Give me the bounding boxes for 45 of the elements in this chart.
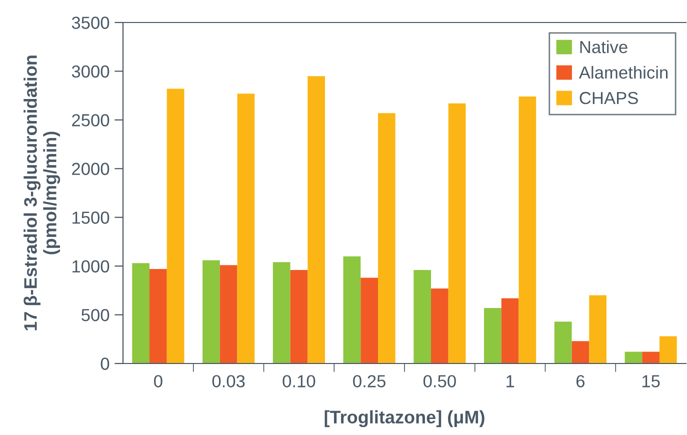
x-tick-label: 0.10 xyxy=(282,375,316,388)
bar xyxy=(360,278,378,364)
legend-label: CHAPS xyxy=(580,92,638,104)
bar xyxy=(378,113,396,364)
bar xyxy=(518,96,536,364)
x-tick-label: 0.03 xyxy=(212,375,245,388)
bar xyxy=(290,270,308,364)
legend-label: Native xyxy=(580,40,628,54)
y-tick-label: 1000 xyxy=(72,260,110,273)
y-axis-title: 17 β-Estradiol 3-glucuronidation (pmol/mg/min) xyxy=(24,56,60,330)
bar xyxy=(166,88,184,364)
bar xyxy=(484,308,502,364)
x-tick-label: 6 xyxy=(576,375,584,388)
x-tick-label: 1 xyxy=(506,375,514,388)
y-tick-label: 2500 xyxy=(72,114,110,126)
y-tick-label: 2000 xyxy=(72,162,110,176)
legend-label: Alamethicin xyxy=(578,66,668,79)
bar xyxy=(202,260,220,364)
bar xyxy=(659,336,677,364)
bar xyxy=(308,76,325,364)
bar xyxy=(132,263,150,364)
bar xyxy=(501,298,519,364)
x-tick-label: 0 xyxy=(154,375,162,388)
bar xyxy=(220,265,238,364)
bar xyxy=(572,341,590,364)
bar xyxy=(414,270,432,364)
bar xyxy=(448,103,466,364)
y-tick-label: 500 xyxy=(82,308,110,322)
bar xyxy=(343,256,361,364)
x-tick-label: 15 xyxy=(642,375,660,388)
y-tick-label: 1500 xyxy=(72,212,110,224)
x-axis-title: [Troglitazone] (μM) xyxy=(324,410,484,428)
bar xyxy=(554,322,572,364)
x-tick-label: 0.50 xyxy=(423,375,456,388)
y-tick-label: 3000 xyxy=(72,65,110,78)
y-tick-label: 3500 xyxy=(72,16,110,29)
y-tick-label: 0 xyxy=(100,358,110,370)
bar xyxy=(431,288,448,364)
bar xyxy=(624,352,642,364)
bar xyxy=(150,268,167,364)
bar xyxy=(237,94,255,364)
bar xyxy=(272,262,290,364)
x-tick-label: 0.25 xyxy=(353,375,386,388)
bar xyxy=(642,352,660,364)
bar xyxy=(589,295,606,364)
